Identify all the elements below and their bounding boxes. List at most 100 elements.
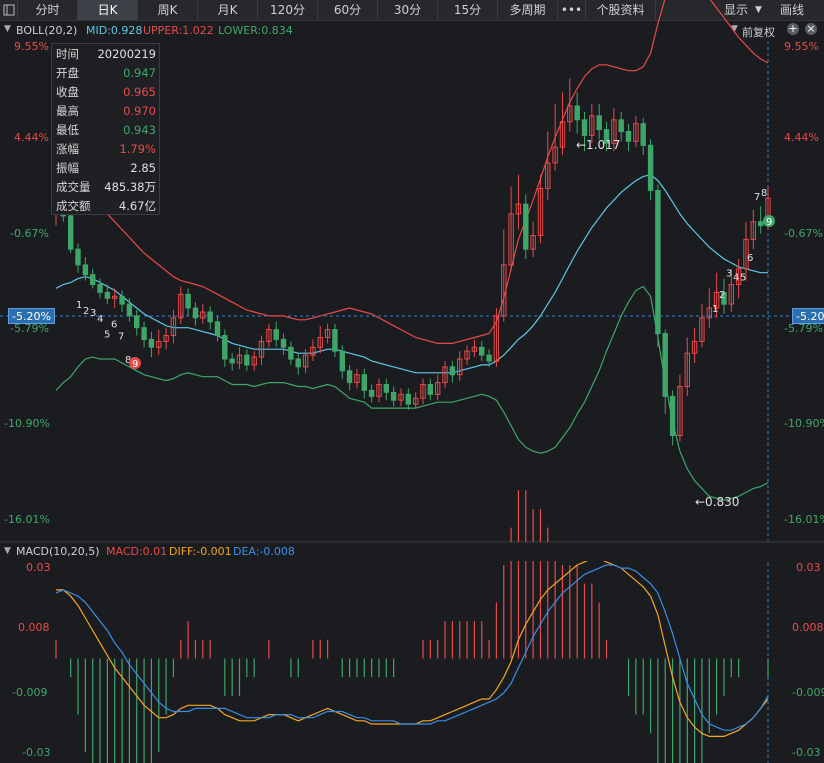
price-axis-right-label: 4.44%	[784, 131, 819, 144]
sequence-number: 1	[712, 304, 718, 315]
candle-body	[699, 317, 705, 342]
macd-dea-line	[55, 564, 769, 731]
candle-body	[449, 366, 456, 376]
sequence-number: 2	[719, 290, 725, 301]
sequence-number: 7	[754, 192, 760, 203]
info-key: 最高	[56, 104, 79, 118]
tab-fenshi[interactable]: 分时	[18, 0, 78, 20]
tab-60min[interactable]: 60分	[318, 0, 378, 20]
candle-body	[75, 248, 81, 266]
info-value: 0.943	[123, 123, 156, 137]
candle-body	[633, 123, 639, 142]
macd-diff-line	[56, 558, 769, 738]
sequence-number: 8	[125, 355, 131, 366]
add-indicator-icon[interactable]: +	[787, 22, 799, 35]
candle-body	[134, 315, 140, 329]
tab-stock-profile[interactable]: 个股资料	[586, 0, 656, 20]
macd-axis-right-label: -0.009	[792, 686, 824, 699]
candle-body	[368, 389, 375, 397]
candle-body	[324, 329, 331, 338]
candle-body	[427, 384, 434, 395]
candle-body	[471, 346, 478, 352]
tab-30min[interactable]: 30分	[378, 0, 438, 20]
adjust-mode-button[interactable]: 前复权	[742, 26, 775, 39]
info-key: 涨幅	[56, 142, 79, 156]
price-axis-label: -16.01%	[4, 513, 50, 526]
candle-body	[618, 119, 624, 133]
candle-body	[229, 358, 235, 364]
info-value: 485.38万	[104, 180, 156, 194]
sequence-number: 9	[132, 359, 138, 370]
candle-body	[295, 358, 301, 368]
info-row: 涨幅 1.79%	[56, 140, 156, 158]
info-value: 2.85	[130, 161, 156, 175]
macd-header: ▼ MACD(10,20,5) MACD:0.01 DIFF:-0.001 DE…	[0, 542, 824, 561]
sequence-number: 8	[761, 188, 767, 199]
candle-body	[68, 215, 74, 250]
candle-body	[346, 370, 353, 384]
tab-monthly-k[interactable]: 月K	[198, 0, 258, 20]
tab-weekly-k[interactable]: 周K	[138, 0, 198, 20]
candle-body	[677, 386, 683, 436]
crosshair-price-tag-right: -5.20%	[792, 308, 824, 324]
candle-body	[647, 144, 654, 191]
info-value: 20200219	[97, 47, 156, 61]
candle-body	[214, 321, 221, 336]
sidebar-toggle-icon[interactable]	[0, 0, 18, 20]
tab-multi-period[interactable]: 多周期	[498, 0, 558, 20]
close-indicator-icon[interactable]: ×	[805, 22, 817, 35]
collapse-icon[interactable]: ▼	[4, 546, 11, 556]
collapse-icon[interactable]: ▼	[4, 24, 11, 34]
candle-info-box: 时间 20200219 开盘 0.947 收盘 0.965 最高 0.970 最低 0.9…	[51, 43, 160, 215]
info-key: 收盘	[56, 85, 79, 99]
info-row: 成交量 485.38万	[56, 178, 156, 196]
sequence-number: 6	[111, 320, 117, 331]
candle-body	[170, 317, 177, 337]
candle-body	[288, 346, 294, 360]
boll-header: ▼ BOLL(20,2) MID:0.928 UPPER:1.022 LOWER…	[0, 21, 824, 41]
candle-body	[743, 238, 749, 270]
boll-upper-value: UPPER:1.022	[143, 24, 214, 37]
sequence-marker-circle	[129, 356, 141, 369]
candle-body	[178, 293, 184, 319]
info-row: 开盘 0.947	[56, 64, 156, 82]
candle-body	[493, 315, 500, 362]
candle-body	[523, 203, 529, 250]
tab-15min[interactable]: 15分	[438, 0, 498, 20]
price-axis-label: 9.55%	[14, 40, 49, 53]
candle-body	[332, 329, 338, 352]
price-axis-label: 4.44%	[14, 131, 49, 144]
info-row: 最高 0.970	[56, 102, 156, 120]
candle-body	[567, 105, 573, 123]
candle-body	[90, 274, 96, 286]
candle-body	[258, 340, 265, 358]
low-price-annotation: ←0.830	[695, 495, 740, 509]
chevron-down-icon[interactable]: ▼	[731, 24, 738, 34]
tab-daily-k[interactable]: 日K	[78, 0, 138, 20]
candle-body	[82, 264, 89, 276]
macd-axis-label: -0.009	[12, 686, 48, 699]
tab-120min[interactable]: 120分	[258, 0, 318, 20]
chevron-down-icon[interactable]: ▼	[755, 5, 762, 15]
candle-body	[420, 384, 426, 399]
macd-axis-label: 0.008	[18, 621, 50, 634]
macd-value: MACD:0.01	[106, 545, 168, 558]
candle-body	[236, 354, 243, 364]
draw-line-button[interactable]: 画线	[780, 3, 805, 17]
candle-body	[97, 284, 103, 293]
sequence-number: 2	[83, 306, 89, 317]
macd-title: MACD(10,20,5)	[16, 545, 100, 558]
candle-body	[390, 391, 397, 401]
candle-body	[758, 221, 764, 227]
sequence-number: 5	[740, 273, 746, 284]
candle-body	[207, 311, 213, 323]
candle-body	[317, 337, 323, 348]
more-tabs-button[interactable]: •••	[558, 0, 586, 20]
info-row: 收盘 0.965	[56, 83, 156, 101]
candle-body	[684, 352, 690, 388]
candle-body	[545, 162, 551, 189]
candle-body	[383, 384, 390, 393]
candle-body	[479, 346, 485, 356]
candle-body	[310, 346, 316, 356]
display-menu-button[interactable]: 显示	[724, 3, 749, 17]
